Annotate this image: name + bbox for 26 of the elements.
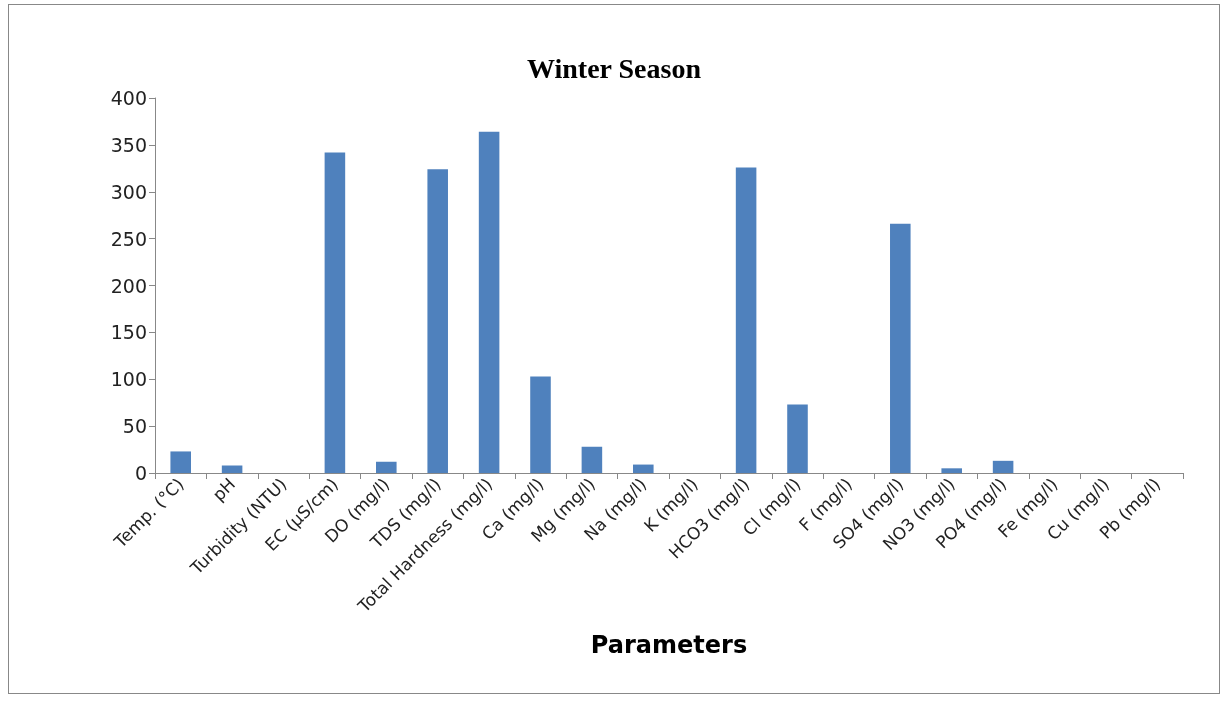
bar <box>170 451 191 473</box>
chart-title: Winter Season <box>527 52 702 84</box>
bar <box>992 460 1014 473</box>
y-tick-label: 250 <box>110 227 147 250</box>
bar <box>941 468 962 473</box>
y-tick-label: 50 <box>122 415 147 438</box>
bar <box>324 152 346 473</box>
bar <box>530 376 551 473</box>
bar <box>633 464 654 473</box>
bar <box>581 446 603 473</box>
y-tick-label: 200 <box>110 274 147 297</box>
bar <box>735 167 757 473</box>
y-tick-label: 300 <box>110 180 147 203</box>
y-tick-label: 350 <box>110 133 147 156</box>
x-axis-title: Parameters <box>590 631 748 659</box>
bar <box>427 169 448 473</box>
bar <box>376 461 397 473</box>
bar <box>478 131 500 473</box>
x-tick-label: pH <box>208 473 240 505</box>
y-tick-label: 100 <box>110 368 147 391</box>
bar <box>890 223 911 473</box>
y-tick-label: 0 <box>134 462 147 484</box>
bar <box>787 404 808 473</box>
bar <box>221 465 243 473</box>
y-tick-label: 150 <box>110 321 147 344</box>
y-tick-label: 400 <box>110 87 147 109</box>
